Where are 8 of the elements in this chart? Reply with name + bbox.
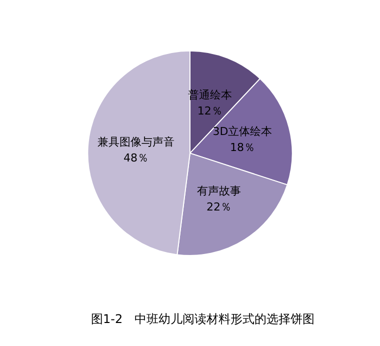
data-label: 12％ (197, 104, 222, 118)
data-label: 22％ (206, 200, 232, 214)
text: 图1-2 中班幼儿阅读材料形式的选择饼图 (91, 312, 315, 326)
slice-label: 有声故事 (197, 184, 242, 198)
data-label: 18％ (230, 141, 255, 154)
slice-label: 兼具图像与声音 (97, 135, 174, 148)
slice-label: 3D立体绘本 (212, 125, 272, 138)
data-label: 48％ (123, 151, 148, 164)
